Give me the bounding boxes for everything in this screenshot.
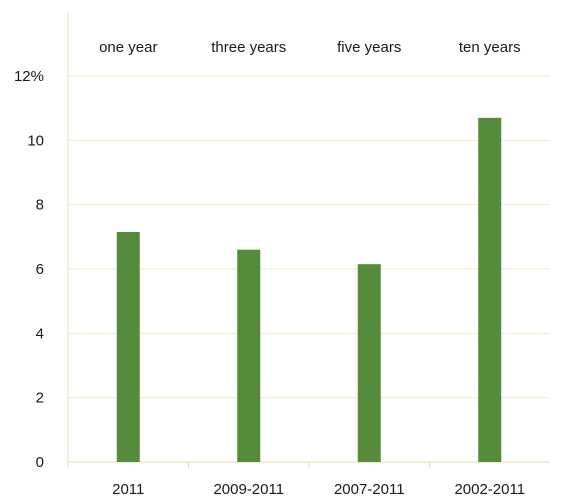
y-tick-label: 4	[36, 325, 44, 342]
category-labels: 2011 2009-2011 2007-2011 2002-2011	[112, 481, 525, 498]
period-label: three years	[211, 39, 286, 56]
bar	[237, 249, 261, 462]
category-label: 2011	[112, 481, 144, 498]
category-label: 2002-2011	[454, 481, 525, 498]
period-label: ten years	[459, 39, 521, 56]
bar	[478, 117, 502, 463]
y-tick-label: 0	[36, 454, 44, 471]
bar	[357, 264, 381, 462]
category-label: 2007-2011	[334, 481, 405, 498]
y-tick-label: 10	[27, 132, 44, 149]
bars	[116, 117, 502, 463]
period-label: five years	[337, 39, 401, 56]
y-tick-label: 12%	[14, 68, 44, 85]
bar	[116, 232, 140, 462]
y-tick-label: 6	[36, 261, 44, 278]
period-label: one year	[99, 39, 157, 56]
category-label: 2009-2011	[213, 481, 284, 498]
period-labels: one year three years five years ten years	[99, 39, 521, 56]
y-tick-label: 2	[36, 390, 44, 407]
y-tick-labels: 0 2 4 6 8 10 12%	[14, 68, 44, 471]
y-tick-label: 8	[36, 197, 44, 214]
grid-lines	[68, 75, 550, 468]
